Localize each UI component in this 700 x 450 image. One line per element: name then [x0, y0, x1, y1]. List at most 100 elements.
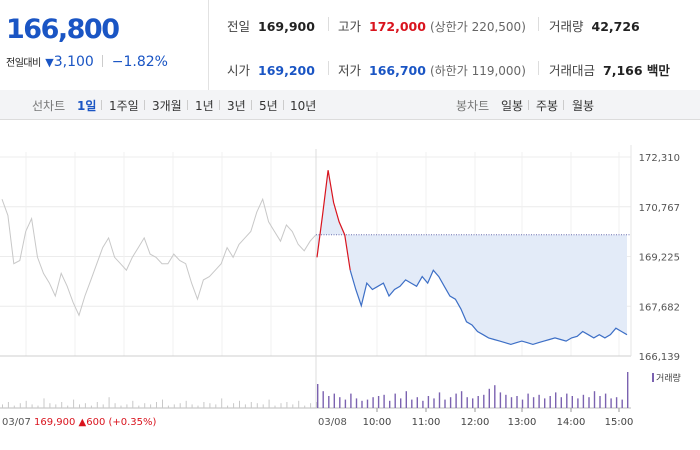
volume-bar-today — [477, 396, 479, 408]
volume-bar-prev — [185, 400, 187, 408]
volume-bar-today — [593, 391, 596, 408]
current-price: 166,800 — [6, 14, 120, 45]
volume-bar-today — [416, 397, 418, 408]
today-line-below — [349, 269, 628, 346]
volume-bar-today — [355, 398, 358, 408]
low-stat: 저가 166,700 (하한가 119,000) — [338, 60, 526, 79]
volume-bar-prev — [102, 404, 104, 408]
volume-bar-today — [571, 396, 573, 408]
volume-bar-today — [427, 396, 430, 408]
tab-monthly-candle[interactable]: 월봉 — [572, 99, 595, 113]
down-triangle-icon: ▼ — [45, 56, 54, 69]
volume-bar-today — [505, 394, 507, 408]
volume-bar-prev — [173, 404, 175, 408]
volume-legend-label: 거래량 — [656, 374, 681, 384]
divider — [538, 61, 539, 75]
high-stat: 고가 172,000 (상한가 220,500) — [338, 16, 526, 35]
volume-bar-prev — [150, 404, 152, 408]
volume-bar-today — [405, 391, 407, 408]
volume-bar-prev — [162, 399, 163, 408]
volume-bar-prev — [31, 404, 33, 408]
volume-bar-prev — [292, 404, 294, 408]
volume-bar-prev — [250, 402, 252, 408]
x-tick-label: 10:00 — [363, 417, 392, 428]
volume-bar-today — [494, 385, 496, 408]
volume-bar-today — [400, 398, 402, 408]
tab-weekly-candle[interactable]: 주봉 — [536, 99, 559, 113]
volume-bar-prev — [67, 405, 69, 408]
volume-bar-prev — [144, 403, 146, 408]
volume-bar-today — [527, 393, 529, 408]
volume-bar-today — [394, 393, 396, 408]
tab-daily-candle[interactable]: 일봉 — [501, 99, 524, 113]
tab-1w[interactable]: 1주일 — [109, 99, 139, 113]
quote-header: 166,800 전일대비 ▼3,100 −1.82% 전일 169,900 고가 1… — [0, 0, 700, 91]
prev-date-label: 03/07 — [2, 417, 31, 428]
tab-divider — [283, 100, 284, 110]
today-line-above — [316, 170, 351, 271]
price-change: 전일대비 ▼3,100 −1.82% — [6, 54, 168, 70]
volume-bar-today — [317, 384, 319, 408]
volume-bar-today — [460, 391, 463, 408]
volume-bar-today — [599, 396, 601, 408]
prev-close-label: 전일 — [227, 19, 251, 34]
volume-bar-today — [322, 391, 324, 408]
tab-1d[interactable]: 1일 — [77, 99, 97, 113]
divider — [328, 61, 329, 75]
volume-bar-today — [455, 393, 457, 408]
volume-bar-prev — [209, 403, 211, 408]
volume-bar-prev — [233, 403, 235, 408]
volume-bar-prev — [156, 402, 157, 408]
volume-bar-prev — [286, 402, 288, 408]
volume-bar-prev — [13, 405, 15, 408]
tab-5y[interactable]: 5년 — [259, 99, 278, 113]
lower-limit: (하한가 119,000) — [429, 64, 526, 78]
volume-bar-prev — [79, 404, 80, 408]
y-tick-label: 169,225 — [639, 253, 680, 264]
volume-bar-prev — [37, 405, 39, 408]
tab-3m[interactable]: 3개월 — [152, 99, 182, 113]
volume-bar-today — [549, 396, 551, 408]
volume-bar-prev — [304, 405, 306, 408]
volume-bar-today — [544, 398, 546, 408]
change-label: 전일대비 — [6, 58, 41, 69]
tab-divider — [563, 100, 564, 110]
volume-bar-today — [350, 393, 352, 408]
x-tick-label: 14:00 — [557, 417, 586, 428]
volume-bar-today — [372, 397, 374, 408]
volume-bar-prev — [227, 405, 229, 408]
divider — [538, 17, 539, 31]
line-chart-label: 선차트 — [32, 99, 66, 113]
volume-bar-prev — [197, 405, 199, 408]
volume-bar-prev — [262, 404, 264, 408]
volume-bar-today — [516, 396, 518, 408]
tab-10y[interactable]: 10년 — [290, 99, 317, 113]
volume-bar-today — [333, 393, 335, 408]
volume-legend-swatch — [652, 373, 654, 382]
x-tick-label: 13:00 — [508, 417, 537, 428]
tab-divider — [251, 100, 252, 110]
trade-value-value: 7,166 백만 — [603, 63, 670, 78]
trade-value-label: 거래대금 — [549, 63, 596, 78]
low-value: 166,700 — [369, 63, 426, 78]
open-label: 시가 — [227, 63, 251, 78]
volume-bar-prev — [43, 398, 45, 408]
volume-bar-today — [361, 400, 363, 408]
x-tick-label: 11:00 — [412, 417, 441, 428]
volume-bar-prev — [298, 400, 300, 408]
volume-bar-prev — [7, 402, 9, 408]
tab-3y[interactable]: 3년 — [227, 99, 246, 113]
volume-bar-prev — [126, 404, 128, 408]
high-value: 172,000 — [369, 19, 426, 34]
volume-bar-today — [577, 398, 579, 408]
volume-bar-today — [615, 397, 618, 408]
volume-bar-prev — [268, 399, 270, 408]
price-chart[interactable]: 172,310 170,767 169,225 167,682 166,139 10:00… — [0, 120, 700, 450]
tab-1y[interactable]: 1년 — [195, 99, 214, 113]
volume-bar-today — [621, 399, 623, 408]
volume-bar-prev — [316, 402, 317, 408]
volume-bar-today — [610, 398, 612, 408]
volume-bar-prev — [96, 402, 98, 408]
volume-bar-prev — [203, 402, 205, 408]
y-tick-label: 166,139 — [639, 352, 680, 363]
